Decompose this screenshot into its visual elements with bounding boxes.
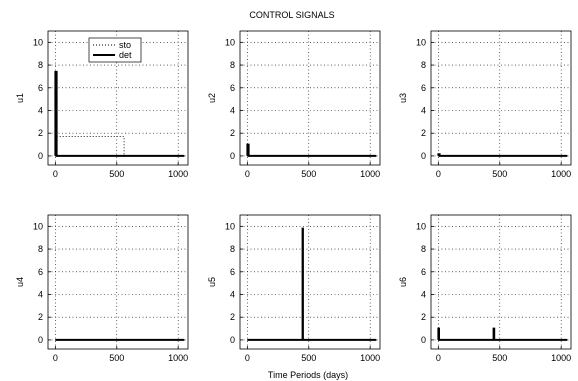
- x-tick-label-u6-1: 500: [492, 353, 507, 363]
- y-tick-label-u1-0: 0: [38, 151, 43, 161]
- y-tick-label-u2-2: 4: [230, 105, 235, 115]
- y-tick-label-u2-4: 8: [230, 60, 235, 70]
- y-axis-label-u5: u5: [207, 277, 217, 287]
- panel-u5: 0 2 4 6 8 10 0 500 1000 u5: [207, 214, 381, 363]
- y-axis-label-u4: u4: [15, 277, 25, 287]
- panel-u3: 0 2 4 6 8 10 0 500 1000 u3: [398, 30, 572, 179]
- y-tick-label-u5-4: 8: [230, 244, 235, 254]
- y-tick-label-u3-2: 4: [421, 105, 426, 115]
- x-tick-label-u5-1: 500: [301, 353, 316, 363]
- series-det-u5: [247, 227, 377, 341]
- y-tick-label-u1-3: 6: [38, 83, 43, 93]
- y-tick-label-u3-5: 10: [416, 37, 426, 47]
- x-tick-label-u2-1: 500: [301, 169, 316, 179]
- y-tick-label-u3-1: 2: [421, 128, 426, 138]
- axes-frame-u3: [430, 30, 572, 166]
- y-tick-label-u4-4: 8: [38, 244, 43, 254]
- x-tick-label-u3-2: 1000: [551, 169, 571, 179]
- axes-frame-u1: [47, 30, 189, 166]
- y-tick-label-u2-5: 10: [225, 37, 235, 47]
- y-axis-label-u6: u6: [398, 277, 408, 287]
- y-tick-label-u5-0: 0: [230, 335, 235, 345]
- y-tick-label-u6-0: 0: [421, 335, 426, 345]
- series-det-u2: [246, 143, 377, 157]
- series-det-u3: [437, 153, 568, 157]
- axes-frame-u6: [430, 214, 572, 350]
- axes-frame-u2: [239, 30, 381, 166]
- series-det-u1: [54, 70, 185, 157]
- y-tick-label-u1-1: 2: [38, 128, 43, 138]
- x-tick-label-u4-1: 500: [109, 353, 124, 363]
- y-tick-label-u2-3: 6: [230, 83, 235, 93]
- axes-frame-u4: [47, 214, 189, 350]
- y-tick-label-u5-2: 4: [230, 289, 235, 299]
- y-tick-label-u4-1: 2: [38, 312, 43, 322]
- x-tick-label-u3-0: 0: [436, 169, 441, 179]
- y-tick-label-u1-5: 10: [33, 37, 43, 47]
- common-x-axis-label: Time Periods (days): [268, 370, 348, 380]
- y-tick-label-u5-3: 6: [230, 267, 235, 277]
- y-tick-label-u3-0: 0: [421, 151, 426, 161]
- legend-box: [88, 37, 142, 63]
- x-tick-label-u1-2: 1000: [168, 169, 188, 179]
- y-tick-label-u4-3: 6: [38, 267, 43, 277]
- y-tick-label-u6-3: 6: [421, 267, 426, 277]
- y-axis-label-u3: u3: [398, 93, 408, 103]
- y-axis-label-u2: u2: [207, 93, 217, 103]
- y-axis-label-u1: u1: [15, 93, 25, 103]
- y-tick-label-u3-3: 6: [421, 83, 426, 93]
- y-tick-label-u6-5: 10: [416, 221, 426, 231]
- x-tick-label-u2-2: 1000: [360, 169, 380, 179]
- series-det-u6: [437, 327, 568, 341]
- y-tick-label-u5-5: 10: [225, 221, 235, 231]
- y-tick-label-u1-4: 8: [38, 60, 43, 70]
- x-tick-label-u2-0: 0: [245, 169, 250, 179]
- x-tick-label-u6-2: 1000: [551, 353, 571, 363]
- x-tick-label-u1-1: 500: [109, 169, 124, 179]
- x-tick-label-u3-1: 500: [492, 169, 507, 179]
- x-tick-label-u6-0: 0: [436, 353, 441, 363]
- x-tick-label-u1-0: 0: [53, 169, 58, 179]
- y-tick-label-u3-4: 8: [421, 60, 426, 70]
- x-tick-label-u5-2: 1000: [360, 353, 380, 363]
- panel-u6: 0 2 4 6 8 10 0 500 1000 u6: [398, 214, 572, 363]
- y-tick-label-u4-2: 4: [38, 289, 43, 299]
- y-tick-label-u4-0: 0: [38, 335, 43, 345]
- x-tick-label-u4-0: 0: [53, 353, 58, 363]
- y-tick-label-u5-1: 2: [230, 312, 235, 322]
- y-tick-label-u2-0: 0: [230, 151, 235, 161]
- y-tick-label-u2-1: 2: [230, 128, 235, 138]
- y-tick-label-u6-2: 4: [421, 289, 426, 299]
- y-tick-label-u6-4: 8: [421, 244, 426, 254]
- y-tick-label-u4-5: 10: [33, 221, 43, 231]
- figure-title: CONTROL SIGNALS: [249, 10, 334, 20]
- legend-label-sto: sto: [119, 40, 131, 50]
- panel-u2: 0 2 4 6 8 10 0 500 1000 u2: [207, 30, 381, 179]
- y-tick-label-u1-2: 4: [38, 105, 43, 115]
- legend-label-det: det: [119, 50, 132, 60]
- y-tick-label-u6-1: 2: [421, 312, 426, 322]
- series-sto-u1: [54, 71, 185, 157]
- x-tick-label-u5-0: 0: [245, 353, 250, 363]
- x-tick-label-u4-2: 1000: [168, 353, 188, 363]
- panel-u4: 0 2 4 6 8 10 0 500 1000 u4: [15, 214, 189, 363]
- axes-frame-u5: [239, 214, 381, 350]
